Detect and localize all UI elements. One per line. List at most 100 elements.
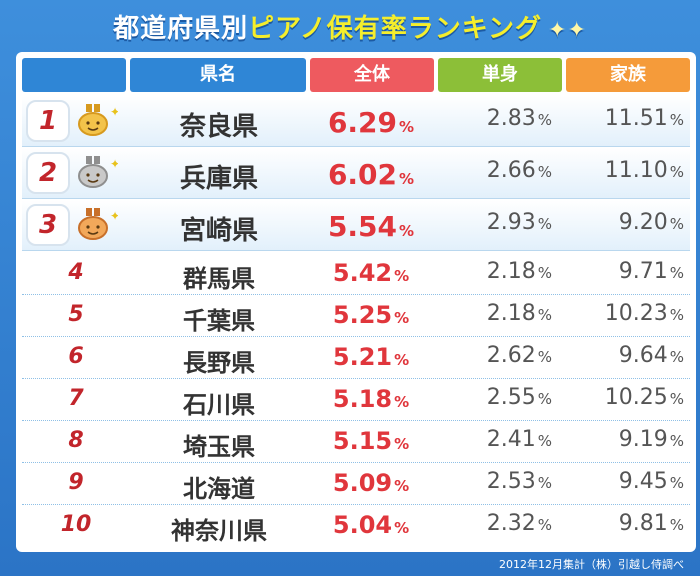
percent-unit: %: [669, 215, 684, 233]
ranking-table: 県名 全体 単身 家族 1 ✦ 奈良県 6.29% 2.83% 11.51% 2 ✦ 兵庫県…: [16, 52, 696, 552]
percent-unit: %: [537, 111, 552, 129]
family-cell: 9.45%: [570, 469, 684, 494]
rank-badge: 2: [26, 152, 70, 194]
total-cell: 6.02%: [306, 158, 436, 191]
family-cell: 10.23%: [570, 301, 684, 326]
single-cell-value: 2.53: [486, 469, 536, 494]
total-cell-value: 5.25: [332, 301, 393, 329]
percent-unit: %: [537, 348, 552, 366]
sparkle-icon: ✦✦: [548, 18, 587, 43]
single-cell: 2.93%: [442, 210, 552, 235]
header-rank: [22, 58, 126, 92]
total-cell: 5.04%: [306, 511, 436, 539]
header-family: 家族: [566, 58, 690, 92]
percent-unit: %: [394, 477, 410, 495]
family-cell-value: 9.45: [618, 469, 668, 494]
rank-badge: 3: [26, 204, 70, 246]
total-cell-value: 5.21: [332, 343, 393, 371]
row-divider: [22, 336, 690, 337]
total-cell: 5.54%: [306, 210, 436, 243]
total-cell: 5.15%: [306, 427, 436, 455]
single-cell-value: 2.32: [486, 511, 536, 536]
percent-unit: %: [399, 170, 415, 188]
percent-unit: %: [669, 390, 684, 408]
pref-name: 神奈川県: [171, 517, 267, 545]
single-cell: 2.55%: [442, 385, 552, 410]
bronze-medal-icon: ✦: [74, 208, 120, 242]
gold-medal-icon: ✦: [74, 104, 120, 138]
total-cell-value: 5.18: [332, 385, 393, 413]
single-cell-value: 2.93: [486, 210, 536, 235]
percent-unit: %: [394, 435, 410, 453]
table-row: [22, 148, 690, 199]
single-cell-value: 2.66: [486, 158, 536, 183]
family-cell: 9.71%: [570, 259, 684, 284]
family-cell-value: 10.25: [604, 385, 668, 410]
pref-name: 宮崎県: [179, 216, 258, 246]
single-cell: 2.66%: [442, 158, 552, 183]
rank-number: 6: [68, 344, 84, 369]
rank-number: 10: [60, 512, 92, 537]
percent-unit: %: [669, 516, 684, 534]
percent-unit: %: [537, 432, 552, 450]
percent-unit: %: [394, 519, 410, 537]
family-cell-value: 10.23: [604, 301, 668, 326]
percent-unit: %: [394, 393, 410, 411]
total-cell-value: 5.04: [332, 511, 393, 539]
svg-text:✦: ✦: [110, 157, 118, 171]
total-cell: 5.21%: [306, 343, 436, 371]
pref-name: 群馬県: [183, 265, 255, 293]
header-total: 全体: [310, 58, 434, 92]
family-cell-value: 9.20: [618, 210, 668, 235]
single-cell: 2.18%: [442, 259, 552, 284]
row-divider: [22, 378, 690, 379]
family-cell-value: 9.64: [618, 343, 668, 368]
pref-name: 兵庫県: [179, 164, 258, 194]
single-cell-value: 2.41: [486, 427, 536, 452]
single-cell: 2.83%: [442, 106, 552, 131]
total-cell: 5.18%: [306, 385, 436, 413]
family-cell-value: 11.10: [604, 158, 668, 183]
percent-unit: %: [394, 267, 410, 285]
pref-name: 奈良県: [179, 112, 258, 142]
total-cell-value: 5.54: [327, 210, 398, 243]
pref-name: 石川県: [183, 391, 255, 419]
single-cell: 2.18%: [442, 301, 552, 326]
rank-badge: 1: [26, 100, 70, 142]
rank-number: 9: [68, 470, 84, 495]
single-cell-value: 2.55: [486, 385, 536, 410]
ranking-frame: 都道府県別ピアノ保有率ランキング ✦✦ 県名 全体 単身 家族 1 ✦ 奈良県 6.2…: [6, 0, 696, 576]
family-cell: 10.25%: [570, 385, 684, 410]
percent-unit: %: [394, 309, 410, 327]
footer-note: 2012年12月集計（株）引越し侍調べ: [499, 558, 684, 571]
page-title: 都道府県別ピアノ保有率ランキング ✦✦: [6, 8, 694, 45]
single-cell: 2.32%: [442, 511, 552, 536]
single-cell: 2.41%: [442, 427, 552, 452]
total-cell: 6.29%: [306, 106, 436, 139]
percent-unit: %: [669, 111, 684, 129]
percent-unit: %: [399, 222, 415, 240]
percent-unit: %: [669, 163, 684, 181]
rank-number: 4: [68, 260, 84, 285]
rank-number: 8: [68, 428, 84, 453]
row-divider: [22, 420, 690, 421]
header-single: 単身: [438, 58, 562, 92]
single-cell-value: 2.18: [486, 301, 536, 326]
single-cell: 2.53%: [442, 469, 552, 494]
percent-unit: %: [394, 351, 410, 369]
row-divider: [22, 462, 690, 463]
pref-name: 北海道: [183, 475, 255, 503]
total-cell-value: 6.29: [327, 106, 398, 139]
family-cell: 9.19%: [570, 427, 684, 452]
pref-name: 千葉県: [183, 307, 255, 335]
silver-medal-icon: ✦: [74, 156, 120, 190]
percent-unit: %: [537, 390, 552, 408]
total-cell: 5.09%: [306, 469, 436, 497]
title-part1: 都道府県別: [113, 14, 249, 44]
svg-text:✦: ✦: [110, 209, 118, 223]
header-pref: 県名: [130, 58, 306, 92]
family-cell-value: 9.71: [618, 259, 668, 284]
percent-unit: %: [669, 348, 684, 366]
percent-unit: %: [537, 163, 552, 181]
row-divider: [22, 294, 690, 295]
